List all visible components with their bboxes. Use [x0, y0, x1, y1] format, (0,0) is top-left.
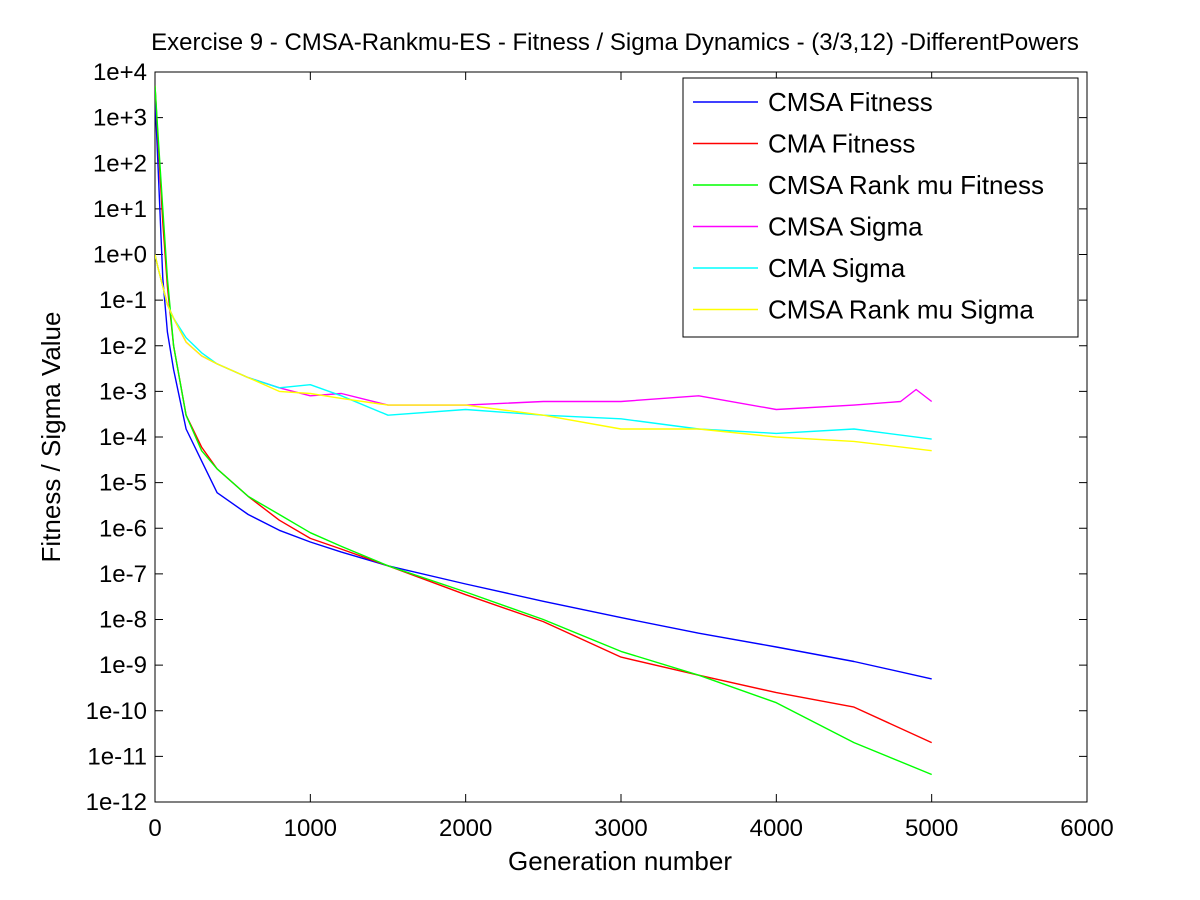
y-tick-label: 1e-6 [99, 515, 147, 542]
y-tick-label: 1e+1 [93, 196, 147, 223]
y-tick-label: 1e-10 [86, 698, 147, 725]
y-tick-label: 1e+4 [93, 59, 147, 86]
y-axis-label: Fitness / Sigma Value [36, 312, 66, 563]
x-tick-label: 6000 [1060, 815, 1113, 842]
legend-label: CMA Fitness [768, 129, 915, 159]
y-tick-label: 1e-7 [99, 561, 147, 588]
y-tick-label: 1e-4 [99, 424, 147, 451]
chart-title: Exercise 9 - CMSA-Rankmu-ES - Fitness / … [151, 29, 1079, 56]
x-tick-label: 1000 [284, 815, 337, 842]
legend-label: CMA Sigma [768, 253, 906, 283]
y-tick-label: 1e-8 [99, 607, 147, 634]
y-tick-label: 1e-3 [99, 378, 147, 405]
series-line-cmsa-rank-mu-sigma [155, 254, 932, 452]
x-tick-label: 0 [148, 815, 161, 842]
legend-label: CMSA Sigma [768, 212, 923, 242]
legend: CMSA Fitness CMA Fitness CMSA Rank mu Fitn… [682, 77, 1079, 338]
y-tick-label: 1e+2 [93, 150, 147, 177]
y-tick-label: 1e-12 [86, 789, 147, 816]
legend-box [682, 77, 1079, 338]
x-tick-label: 2000 [439, 815, 492, 842]
x-tick-label: 4000 [750, 815, 803, 842]
y-tick-label: 1e-2 [99, 333, 147, 360]
x-tick-label: 5000 [905, 815, 958, 842]
series-line-cmsa-rank-mu-fitness [155, 85, 932, 776]
series-line-cmsa-fitness [155, 95, 932, 680]
y-tick-label: 1e-1 [99, 287, 147, 314]
y-tick-label: 1e-5 [99, 470, 147, 497]
series-layer [155, 85, 933, 776]
legend-label: CMSA Rank mu Fitness [768, 170, 1044, 200]
y-tick-label: 1e-11 [87, 743, 147, 770]
y-tick-label: 1e+3 [93, 105, 147, 132]
y-tick-label: 1e+0 [93, 242, 147, 269]
legend-label: CMSA Rank mu Sigma [768, 295, 1034, 325]
x-axis-label: Generation number [508, 846, 732, 876]
y-tick-label: 1e-9 [99, 652, 147, 679]
legend-label: CMSA Fitness [768, 87, 933, 117]
y-axis: 1e+4 1e+3 1e+2 1e+1 1e+0 1e-1 1e-2 1e-3 1e-4 1e-5… [86, 59, 1087, 816]
x-axis: 0 1000 2000 3000 4000 5000 6000 [148, 72, 1114, 842]
x-tick-label: 3000 [594, 815, 647, 842]
